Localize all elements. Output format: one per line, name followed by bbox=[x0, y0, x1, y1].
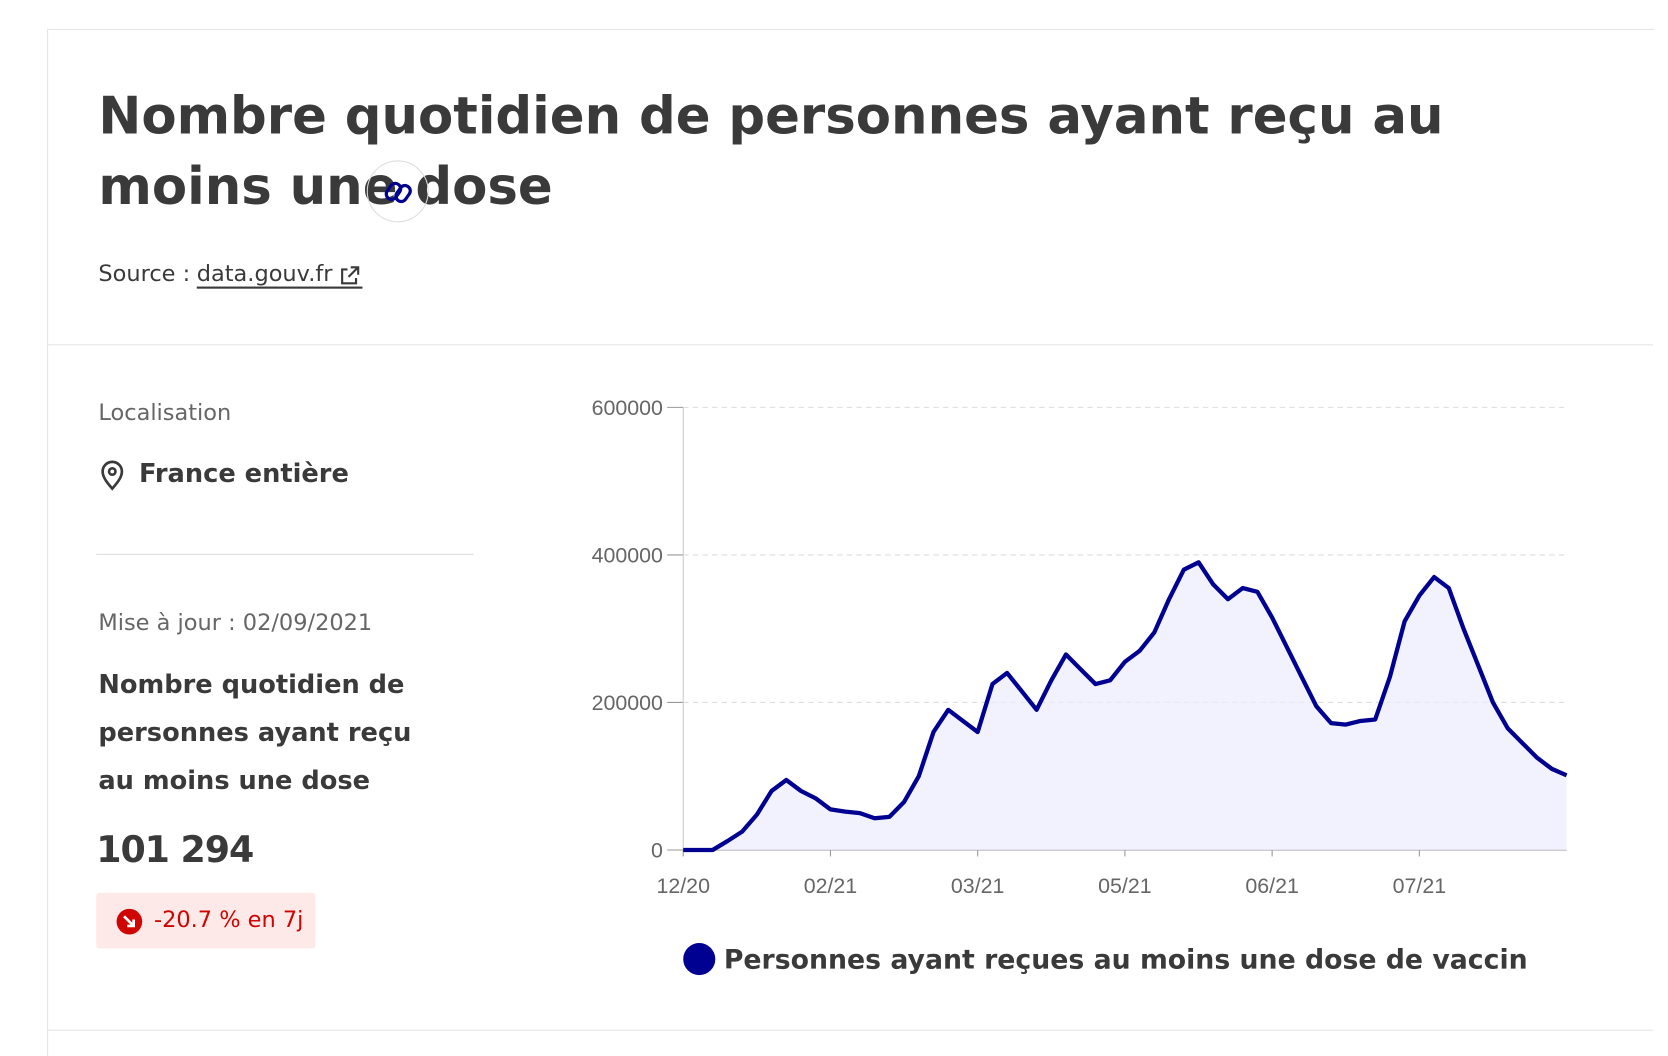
link-icon bbox=[384, 181, 412, 204]
y-tick-label: 200000 bbox=[592, 691, 663, 715]
change-text: -20.7 % en 7j bbox=[153, 906, 304, 933]
x-tick-label: 06/21 bbox=[1245, 874, 1299, 898]
link-button[interactable] bbox=[366, 160, 429, 223]
legend-marker bbox=[683, 943, 716, 976]
source-link-text: data.gouv.fr bbox=[196, 260, 333, 287]
legend-label: Personnes ayant reçues au moins une dose… bbox=[724, 945, 1528, 976]
indicator-title: Nombre quotidien de personnes ayant reçu… bbox=[98, 669, 412, 796]
divider bbox=[47, 344, 1653, 346]
x-tick-label: 02/21 bbox=[804, 874, 858, 898]
y-tick-label: 400000 bbox=[592, 543, 663, 567]
indicator-value: 101 294 bbox=[96, 828, 254, 872]
y-tick-label: 600000 bbox=[592, 396, 663, 420]
y-tick-label: 0 bbox=[651, 838, 663, 862]
line bbox=[683, 560, 1568, 853]
divider bbox=[96, 553, 474, 555]
pin-icon bbox=[101, 460, 124, 491]
down-icon bbox=[116, 908, 143, 935]
x-tick-label: 07/21 bbox=[1393, 874, 1447, 898]
divider bbox=[47, 1029, 1653, 1031]
x-tick-label: 03/21 bbox=[951, 874, 1005, 898]
x-tick-label: 05/21 bbox=[1098, 874, 1151, 898]
title: Nombre quotidien de personnes ayant reçu… bbox=[98, 86, 1444, 218]
localisation-label: Localisation bbox=[98, 399, 232, 426]
location: France entière bbox=[138, 458, 349, 489]
x-tick-label: 12/20 bbox=[656, 874, 710, 898]
area bbox=[683, 562, 1567, 851]
card bbox=[47, 28, 1655, 1056]
source-label: Source : bbox=[98, 260, 191, 287]
source-link[interactable]: data.gouv.fr bbox=[196, 260, 363, 289]
change-badge: -20.7 % en 7j bbox=[96, 892, 316, 949]
external-icon bbox=[341, 266, 360, 285]
update-date: Mise à jour : 02/09/2021 bbox=[98, 609, 373, 636]
